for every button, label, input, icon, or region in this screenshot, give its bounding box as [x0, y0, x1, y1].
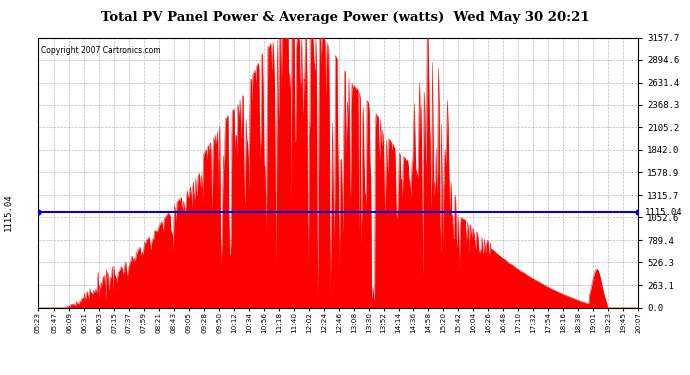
Text: Copyright 2007 Cartronics.com: Copyright 2007 Cartronics.com [41, 46, 161, 55]
Text: Total PV Panel Power & Average Power (watts)  Wed May 30 20:21: Total PV Panel Power & Average Power (wa… [101, 11, 589, 24]
Text: 1115.04: 1115.04 [3, 194, 13, 231]
Text: 1115.04: 1115.04 [645, 208, 683, 217]
